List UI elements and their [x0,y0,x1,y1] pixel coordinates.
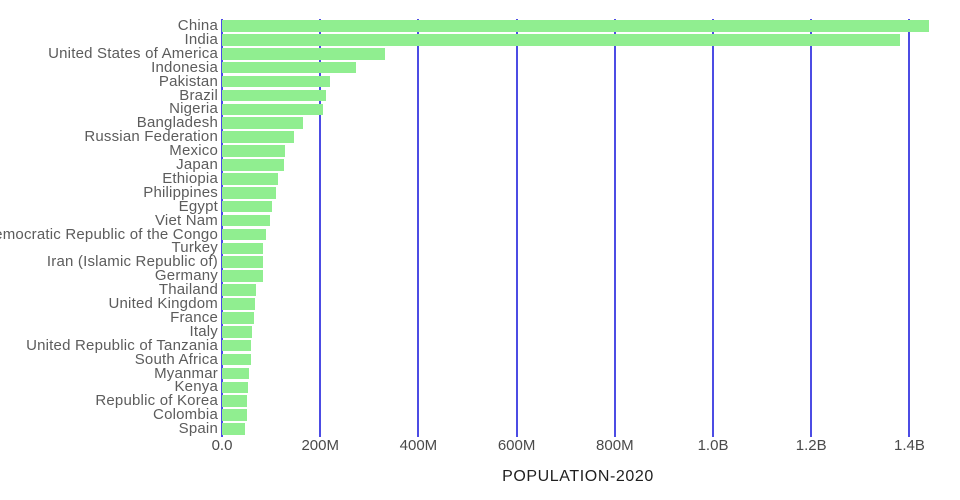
y-tick-label: Bangladesh [136,114,218,132]
bar-china [222,20,929,32]
y-tick-label: Russian Federation [84,128,218,146]
y-tick-label: Turkey [171,239,218,257]
gridline-600M [515,19,518,437]
bar-myanmar [222,367,249,380]
x-tick-label: 0.0 [211,437,233,454]
y-tick-label: United States of America [48,44,218,62]
bar-kenya [222,381,249,394]
bar-south-africa [222,353,252,366]
bar-united-republic-of-tanzania [222,339,252,352]
y-tick-label: Spain [178,420,218,438]
bar-united-states-of-america [222,47,385,60]
y-axis-labels: China India United States of America Indone… [0,17,218,438]
x-tick-label: 200M [301,437,339,454]
y-tick-label: Colombia [153,406,218,424]
gridline-800M [613,19,616,437]
bar-colombia [222,409,247,421]
y-tick-label: Indonesia [151,58,218,76]
x-tick-label: 1.2B [795,437,827,454]
y-tick-label: Egypt [178,197,218,215]
bar-brazil [222,89,327,102]
y-tick-label: Philippines [143,183,218,201]
y-tick-label: Nigeria [169,100,218,118]
y-tick-label: Mexico [169,142,218,160]
gridline-1.2B [810,19,813,437]
y-tick-label: South Africa [134,350,218,368]
bar-iran-islamic-republic-of [222,256,264,269]
x-tick-label: 800M [596,437,634,454]
plot-area [221,19,934,437]
y-tick-label: Myanmar [154,364,218,382]
x-tick-label: 1.0B [697,437,729,454]
bar-egypt [222,200,273,213]
y-tick-label: United Kingdom [108,295,218,312]
x-tick-label: 400M [399,437,438,454]
gridline-1.0B [712,19,715,437]
y-tick-label: United Republic of Tanzania [26,336,218,354]
y-tick-label: Brazil [179,86,218,104]
bar-bangladesh [222,117,303,130]
y-tick-label: Republic of Korea [95,392,218,410]
bar-mexico [222,145,286,157]
bar-ethiopia [222,173,279,185]
y-tick-label: Thailand [158,281,218,299]
bar-united-kingdom [222,298,256,310]
y-tick-label: India [184,30,218,48]
x-axis-title: POPULATION-2020 [502,468,654,485]
y-tick-label: Ethiopia [162,169,218,187]
bar-pakistan [222,75,331,88]
bar-italy [222,325,252,338]
y-tick-label: Japan [176,156,218,173]
x-axis-tick-labels: 0.0 200M 400M 600M 800M 1.0B 1.2B 1.4B [212,437,934,454]
x-tick-label: 600M [497,437,536,454]
bar-indonesia [222,61,357,74]
bar-germany [222,270,264,282]
y-tick-label: China [177,17,218,34]
bar-nigeria [222,103,324,116]
y-tick-label: France [170,308,218,326]
bar-republic-of-korea [222,395,248,408]
bar-viet-nam [222,214,270,227]
y-tick-label: Pakistan [158,72,218,90]
gridline-200M [319,19,322,437]
y-tick-label: Viet Nam [154,211,218,229]
y-tick-label: Germany [154,267,218,285]
gridline-0.0 [221,19,223,437]
gridline-400M [417,19,420,437]
y-tick-label: Italy [189,322,218,340]
y-tick-label: Iran (Islamic Republic of) [46,253,218,271]
bar-thailand [222,284,257,296]
y-tick-label: Kenya [174,378,218,396]
bar-russian-federation [222,131,294,143]
bar-spain [222,423,245,435]
y-tick-label: Democratic Republic of the Congo [0,225,218,243]
bar-philippines [222,186,276,199]
bar-democratic-republic-of-the-congo [222,228,266,241]
bar-turkey [222,242,264,255]
bar-france [222,312,255,324]
bar-india [222,34,900,46]
gridline-1.4B [908,19,911,437]
bar-japan [222,159,285,171]
x-tick-label: 1.4B [894,437,925,454]
